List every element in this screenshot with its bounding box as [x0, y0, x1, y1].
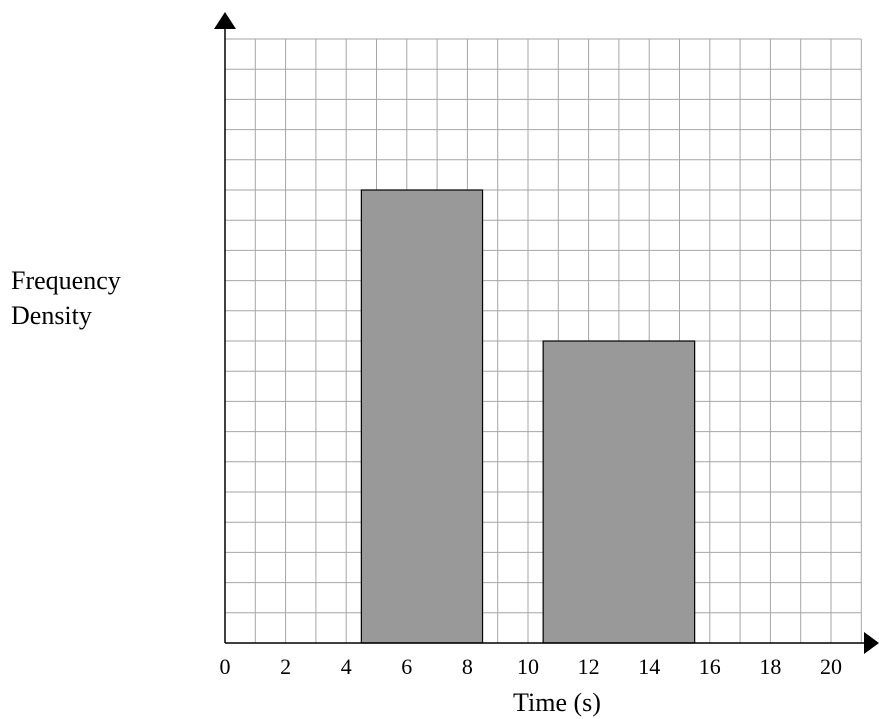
- x-tick-label: 0: [220, 654, 231, 679]
- x-tick-label: 18: [759, 654, 781, 679]
- axes: [214, 12, 879, 654]
- y-axis-title-line-1: Frequency: [11, 266, 121, 295]
- histogram-bar: [360, 189, 484, 644]
- x-tick-label: 14: [638, 654, 660, 679]
- x-tick-label: 10: [517, 654, 539, 679]
- x-tick-label: 2: [280, 654, 291, 679]
- y-axis-arrow-icon: [214, 12, 236, 29]
- x-tick-label: 6: [401, 654, 412, 679]
- x-axis-arrow-icon: [864, 632, 879, 654]
- x-axis-title: Time (s): [513, 688, 601, 717]
- x-tick-label: 20: [820, 654, 842, 679]
- y-axis-title-line-2: Density: [11, 301, 92, 330]
- x-tick-label: 4: [341, 654, 352, 679]
- histogram-bars: [360, 189, 696, 644]
- x-tick-label: 16: [699, 654, 721, 679]
- histogram-bar: [542, 340, 696, 644]
- x-tick-labels: 0 2 4 6 8 10 12 14 16 18 20: [220, 654, 843, 679]
- x-tick-label: 12: [578, 654, 600, 679]
- x-tick-label: 8: [462, 654, 473, 679]
